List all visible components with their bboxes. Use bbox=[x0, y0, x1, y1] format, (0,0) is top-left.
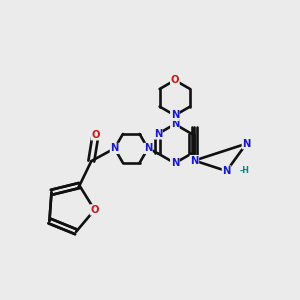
Text: O: O bbox=[171, 75, 179, 85]
Text: N: N bbox=[154, 129, 162, 139]
Text: N: N bbox=[144, 143, 152, 153]
Text: O: O bbox=[91, 130, 100, 140]
Text: O: O bbox=[90, 205, 99, 215]
Text: N: N bbox=[171, 110, 179, 120]
Text: N: N bbox=[222, 166, 231, 176]
Text: N: N bbox=[190, 156, 199, 166]
Text: N: N bbox=[110, 143, 119, 153]
Text: -H: -H bbox=[239, 166, 249, 175]
Text: N: N bbox=[171, 119, 179, 129]
Text: N: N bbox=[171, 158, 179, 168]
Text: N: N bbox=[242, 139, 250, 149]
